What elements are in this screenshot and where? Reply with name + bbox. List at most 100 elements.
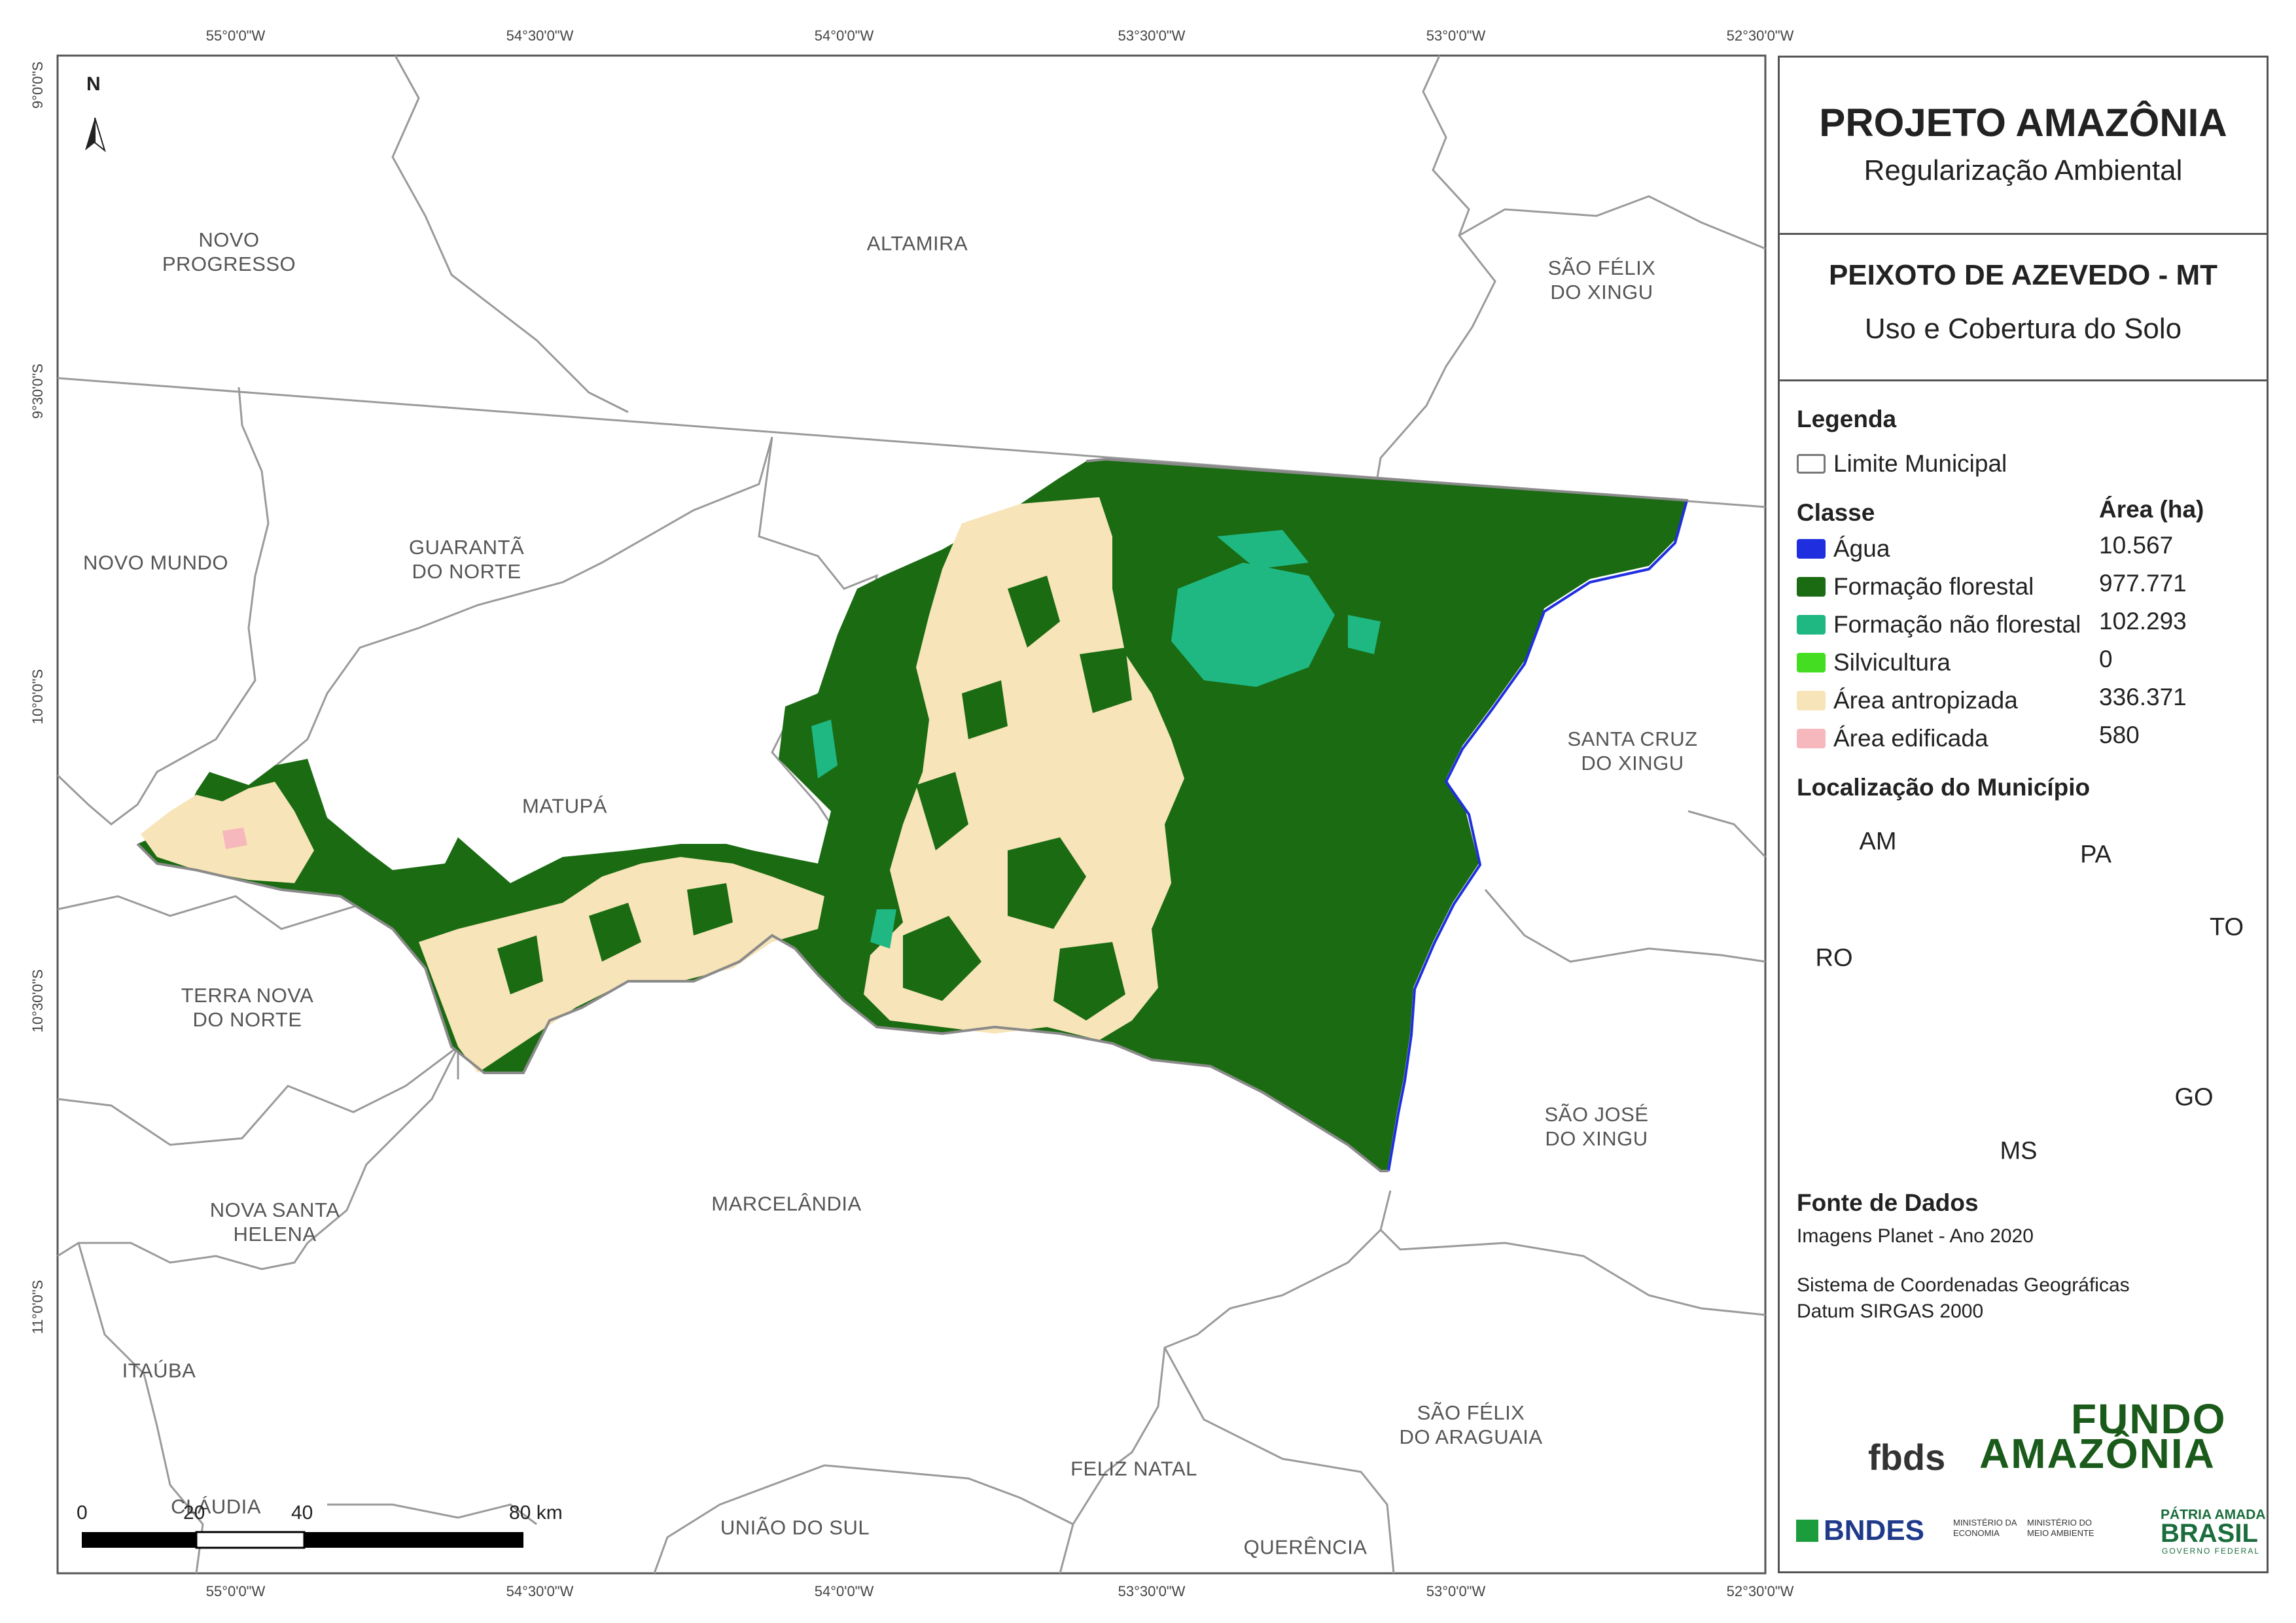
coord-top-3: 54°0'0"W <box>814 27 874 44</box>
fundo-amazonia-logo-line2: AMAZÔNIA <box>1979 1430 2216 1477</box>
legend-value-agua: 10.567 <box>2099 532 2174 559</box>
location-header: Localização do Município <box>1797 774 2091 801</box>
legend-label-silvicultura: Silvicultura <box>1833 649 1951 676</box>
coord-left-4: 10°30'0"S <box>29 969 46 1033</box>
limit-swatch-icon <box>1797 454 1826 474</box>
bndes-logo: BNDES <box>1796 1514 1924 1547</box>
muni-terra-nova-do-norte: TERRA NOVA DO NORTE <box>181 983 314 1031</box>
florestal-swatch-icon <box>1797 577 1826 597</box>
limit-label: Limite Municipal <box>1833 450 2007 477</box>
coord-left-1: 9°0'0"S <box>29 61 46 109</box>
legend-header: Legenda <box>1797 406 1897 432</box>
panel-divider-1 <box>1780 233 2267 235</box>
muni-sao-jose-do-xingu: SÃO JOSÉ DO XINGU <box>1544 1102 1649 1150</box>
nao-florestal-swatch-icon <box>1797 615 1826 635</box>
legend-value-edificada: 580 <box>2099 722 2140 748</box>
muni-nova-santa-helena: NOVA SANTA HELENA <box>209 1198 340 1246</box>
muni-altamira: ALTAMIRA <box>866 232 968 255</box>
north-arrow-icon <box>85 117 106 152</box>
coord-left-5: 11°0'0"S <box>29 1280 46 1335</box>
muni-santa-cruz-do-xingu: SANTA CRUZ DO XINGU <box>1567 727 1698 775</box>
area-header: Área (ha) <box>2099 496 2204 523</box>
source-header: Fonte de Dados <box>1797 1189 1979 1216</box>
source-line-1: Imagens Planet - Ano 2020 <box>1797 1225 2034 1247</box>
inset-label-to: TO <box>2209 913 2244 941</box>
legend-row-formacao-florestal: Formação florestal <box>1797 573 2034 601</box>
panel-divider-2 <box>1780 379 2267 381</box>
legend-row-agua: Água <box>1797 535 1890 563</box>
scale-label-0: 0 <box>77 1502 88 1524</box>
coord-top-4: 53°30'0"W <box>1118 27 1186 44</box>
legend-label-agua: Água <box>1833 535 1890 562</box>
legend-value-nao-florestal: 102.293 <box>2099 608 2187 635</box>
inset-label-go: GO <box>2174 1083 2214 1111</box>
muni-querencia: QUERÊNCIA <box>1243 1535 1368 1559</box>
muni-marcelandia: MARCELÂNDIA <box>711 1192 862 1215</box>
silvicultura-swatch-icon <box>1797 653 1826 672</box>
coord-top-6: 52°30'0"W <box>1726 27 1794 44</box>
legend-row-silvicultura: Silvicultura <box>1797 649 1951 676</box>
muni-feliz-natal: FELIZ NATAL <box>1070 1457 1197 1480</box>
project-subtitle: Regularização Ambiental <box>1863 154 2183 186</box>
ministerio-economia-text: MINISTÉRIO DA ECONOMIA <box>1953 1518 2017 1538</box>
class-header: Classe <box>1797 499 1875 526</box>
inset-label-pa: PA <box>2080 841 2111 869</box>
coord-top-2: 54°30'0"W <box>506 27 574 44</box>
scale-label-40: 40 <box>291 1502 313 1524</box>
muni-claudia: CLÁUDIA <box>171 1495 261 1518</box>
bndes-mark-icon <box>1796 1520 1818 1542</box>
municipality-title: PEIXOTO DE AZEVEDO - MT <box>1828 259 2218 291</box>
muni-uniao-do-sul: UNIÃO DO SUL <box>720 1516 870 1539</box>
fbds-logo-text: fbds <box>1868 1437 1946 1478</box>
source-line-2: Sistema de Coordenadas Geográficas <box>1797 1274 2130 1296</box>
ministerio-meio-ambiente-text: MINISTÉRIO DO MEIO AMBIENTE <box>2027 1518 2094 1538</box>
governo-federal-text: GOVERNO FEDERAL <box>2162 1546 2261 1556</box>
legend-label-antropizada: Área antropizada <box>1833 687 2018 714</box>
legend-value-antropizada: 336.371 <box>2099 684 2187 710</box>
coord-bottom-5: 53°0'0"W <box>1426 1583 1486 1599</box>
source-line-3: Datum SIRGAS 2000 <box>1797 1300 1984 1322</box>
brasil-text: BRASIL <box>2161 1519 2258 1548</box>
municipality-peixoto-de-azevedo <box>136 457 1689 1172</box>
scale-label-80km: 80 km <box>509 1502 563 1524</box>
agua-swatch-icon <box>1797 539 1826 559</box>
coord-bottom-2: 54°30'0"W <box>506 1583 574 1599</box>
coord-bottom-4: 53°30'0"W <box>1118 1583 1186 1599</box>
muni-matupa: MATUPÁ <box>522 794 607 818</box>
edificada-swatch-icon <box>1797 729 1826 748</box>
coord-bottom-6: 52°30'0"W <box>1726 1583 1794 1599</box>
bndes-logo-text: BNDES <box>1824 1514 1925 1546</box>
patria-amada-text: PÁTRIA AMADA <box>2161 1507 2266 1522</box>
muni-guaranta-do-norte: GUARANTÃ DO NORTE <box>408 535 525 583</box>
legend-label-florestal: Formação florestal <box>1833 573 2034 600</box>
inset-label-ro: RO <box>1815 944 1853 972</box>
legend-label-nao-florestal: Formação não florestal <box>1833 611 2081 638</box>
coord-bottom-1: 55°0'0"W <box>205 1583 266 1599</box>
coord-left-3: 10°0'0"S <box>29 669 46 725</box>
inset-label-ms: MS <box>2000 1137 2038 1165</box>
muni-novo-mundo: NOVO MUNDO <box>83 551 228 574</box>
antropizada-swatch-icon <box>1797 691 1826 710</box>
fundo-amazonia-logo-line1: FUNDO <box>2071 1395 2227 1442</box>
north-label: N <box>86 73 101 95</box>
muni-sao-felix-do-araguaia: SÃO FÉLIX DO ARAGUAIA <box>1399 1401 1543 1448</box>
legend-value-silvicultura: 0 <box>2099 646 2113 672</box>
legend-value-florestal: 977.771 <box>2099 570 2187 597</box>
coord-bottom-3: 54°0'0"W <box>814 1583 874 1599</box>
legend-label-edificada: Área edificada <box>1833 725 1988 752</box>
coord-left-2: 9°30'0"S <box>29 363 46 419</box>
legend-row-edificada: Área edificada <box>1797 725 1988 752</box>
legend-row-formacao-nao-florestal: Formação não florestal <box>1797 611 2081 638</box>
side-panel: PROJETO AMAZÔNIA Regularização Ambiental… <box>1778 56 2269 1573</box>
map-theme: Uso e Cobertura do Solo <box>1864 313 2182 345</box>
coord-top-1: 55°0'0"W <box>205 27 266 44</box>
muni-itauba: ITAÚBA <box>122 1359 196 1382</box>
project-title: PROJETO AMAZÔNIA <box>1819 101 2227 145</box>
scale-label-20: 20 <box>183 1502 205 1524</box>
scale-bar <box>82 1531 523 1549</box>
coord-top-5: 53°0'0"W <box>1426 27 1486 44</box>
muni-sao-felix-do-xingu: SÃO FÉLIX DO XINGU <box>1547 256 1656 304</box>
legend-row-antropizada: Área antropizada <box>1797 687 2018 714</box>
inset-label-am: AM <box>1859 828 1897 856</box>
muni-novo-progresso: NOVO PROGRESSO <box>162 228 296 275</box>
